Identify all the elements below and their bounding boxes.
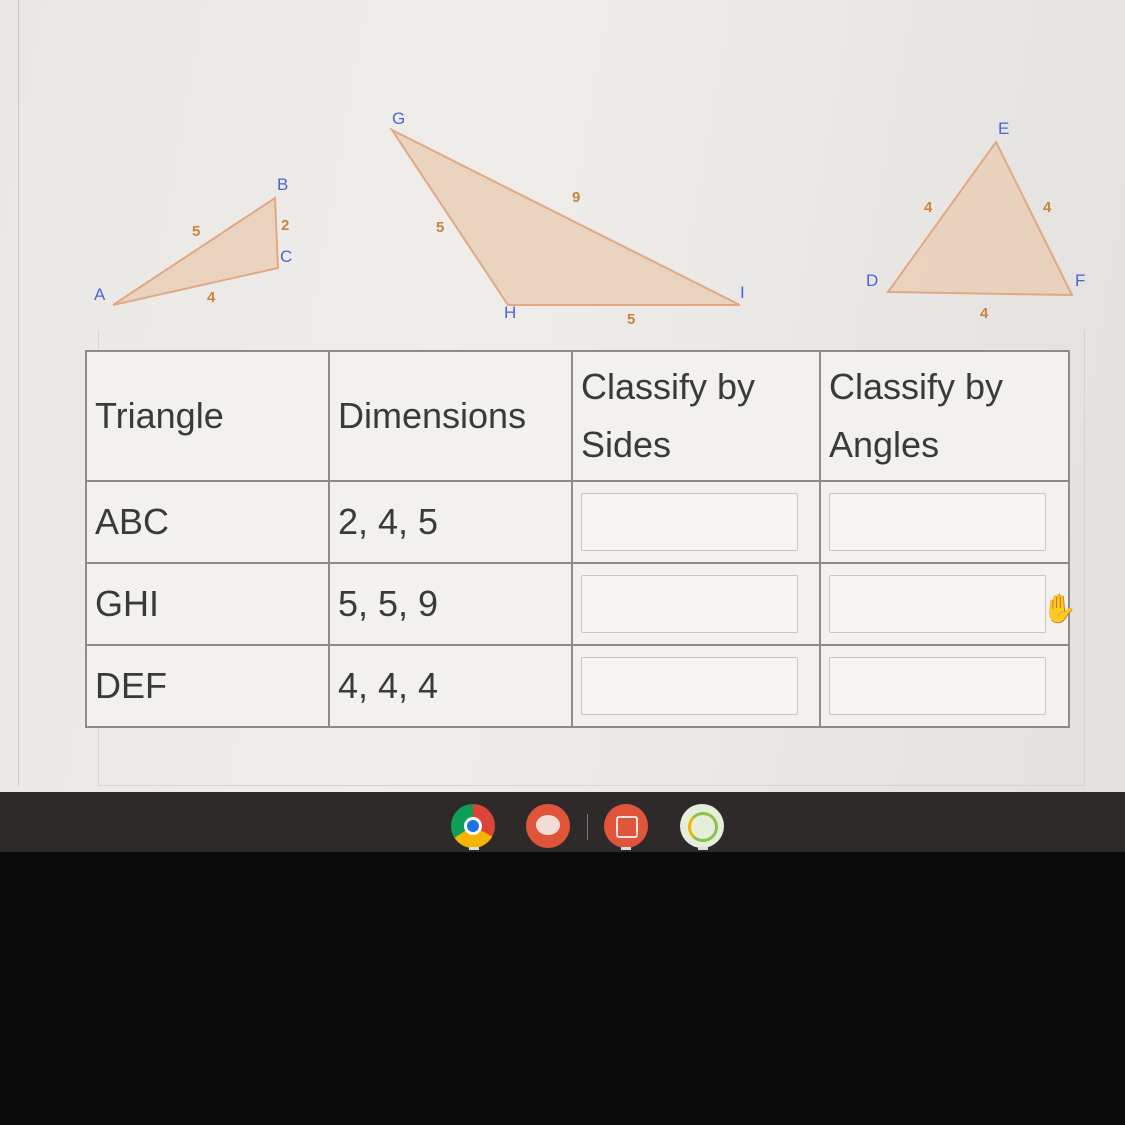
cell-triangle: ABC bbox=[85, 480, 330, 564]
vertex-i: I bbox=[740, 283, 745, 302]
triangle-ghi: G H I 5 9 5 bbox=[389, 109, 745, 328]
triangle-abc: A B C 5 2 4 bbox=[94, 175, 292, 306]
cell-sides bbox=[571, 480, 821, 564]
header-dimensions: Dimensions bbox=[328, 350, 573, 482]
angles-answer-input[interactable] bbox=[829, 657, 1046, 715]
canvas-draw-icon[interactable] bbox=[526, 804, 570, 848]
cell-angles bbox=[819, 480, 1070, 564]
header-classify-sides: Classify by Sides bbox=[571, 350, 821, 482]
sides-answer-input[interactable] bbox=[581, 575, 798, 633]
header-triangle: Triangle bbox=[85, 350, 330, 482]
vertex-d: D bbox=[866, 271, 878, 290]
vertex-e: E bbox=[998, 119, 1009, 138]
cell-angles bbox=[819, 562, 1070, 646]
hand-cursor-icon: ✋ bbox=[1042, 593, 1077, 624]
vertex-a: A bbox=[94, 285, 106, 304]
vertex-c: C bbox=[280, 247, 292, 266]
table-row: ABC 2, 4, 5 bbox=[85, 480, 1070, 564]
angles-answer-input[interactable] bbox=[829, 493, 1046, 551]
side-gi: 9 bbox=[572, 189, 580, 206]
side-bc: 2 bbox=[281, 217, 289, 234]
side-de: 4 bbox=[924, 199, 933, 216]
vertex-f: F bbox=[1075, 271, 1085, 290]
cell-triangle: DEF bbox=[85, 644, 330, 728]
side-gh: 5 bbox=[436, 219, 444, 236]
screen: A B C 5 2 4 G H I 5 9 5 D E F 4 4 4 Tria… bbox=[0, 0, 1125, 792]
screencastify-icon[interactable] bbox=[604, 804, 648, 848]
taskbar bbox=[0, 792, 1125, 852]
table-header-row: Triangle Dimensions Classify by Sides Cl… bbox=[85, 350, 1070, 482]
cell-angles bbox=[819, 644, 1070, 728]
triangle-def: D E F 4 4 4 bbox=[866, 119, 1085, 322]
vertex-g: G bbox=[392, 109, 405, 128]
sides-answer-input[interactable] bbox=[581, 657, 798, 715]
cell-dimensions: 5, 5, 9 bbox=[328, 562, 573, 646]
cell-sides bbox=[571, 562, 821, 646]
side-ef: 4 bbox=[1043, 199, 1052, 216]
timer-icon[interactable] bbox=[680, 804, 724, 848]
classification-table: Triangle Dimensions Classify by Sides Cl… bbox=[85, 350, 1070, 728]
side-ab: 5 bbox=[192, 223, 200, 240]
cell-sides bbox=[571, 644, 821, 728]
side-ac: 4 bbox=[207, 289, 216, 306]
vertex-b: B bbox=[277, 175, 288, 194]
angles-answer-input[interactable] bbox=[829, 575, 1046, 633]
chrome-icon[interactable] bbox=[451, 804, 495, 848]
table-row: GHI 5, 5, 9 bbox=[85, 562, 1070, 646]
sides-answer-input[interactable] bbox=[581, 493, 798, 551]
triangles-figure: A B C 5 2 4 G H I 5 9 5 D E F 4 4 4 bbox=[94, 109, 1085, 328]
question-card bbox=[18, 0, 1109, 786]
side-hi: 5 bbox=[627, 311, 635, 328]
screen-bezel bbox=[0, 852, 1125, 1125]
vertex-h: H bbox=[504, 303, 516, 322]
table-row: DEF 4, 4, 4 bbox=[85, 644, 1070, 728]
side-df: 4 bbox=[980, 305, 989, 322]
cell-dimensions: 4, 4, 4 bbox=[328, 644, 573, 728]
cell-triangle: GHI bbox=[85, 562, 330, 646]
cell-dimensions: 2, 4, 5 bbox=[328, 480, 573, 564]
header-classify-angles: Classify by Angles bbox=[819, 350, 1070, 482]
